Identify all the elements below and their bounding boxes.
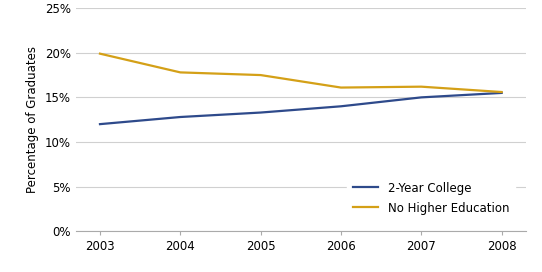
Legend: 2-Year College, No Higher Education: 2-Year College, No Higher Education xyxy=(347,176,515,221)
No Higher Education xyxy=(418,85,424,88)
2-Year College xyxy=(418,96,424,99)
No Higher Education xyxy=(177,71,184,74)
Line: 2-Year College: 2-Year College xyxy=(100,93,502,124)
No Higher Education xyxy=(338,86,344,89)
2-Year College xyxy=(499,91,505,95)
Y-axis label: Percentage of Graduates: Percentage of Graduates xyxy=(27,46,40,193)
2-Year College xyxy=(96,122,103,126)
2-Year College xyxy=(177,115,184,119)
2-Year College xyxy=(257,111,264,114)
No Higher Education xyxy=(257,73,264,77)
2-Year College xyxy=(338,105,344,108)
Line: No Higher Education: No Higher Education xyxy=(100,54,502,92)
No Higher Education xyxy=(499,90,505,94)
No Higher Education xyxy=(96,52,103,55)
